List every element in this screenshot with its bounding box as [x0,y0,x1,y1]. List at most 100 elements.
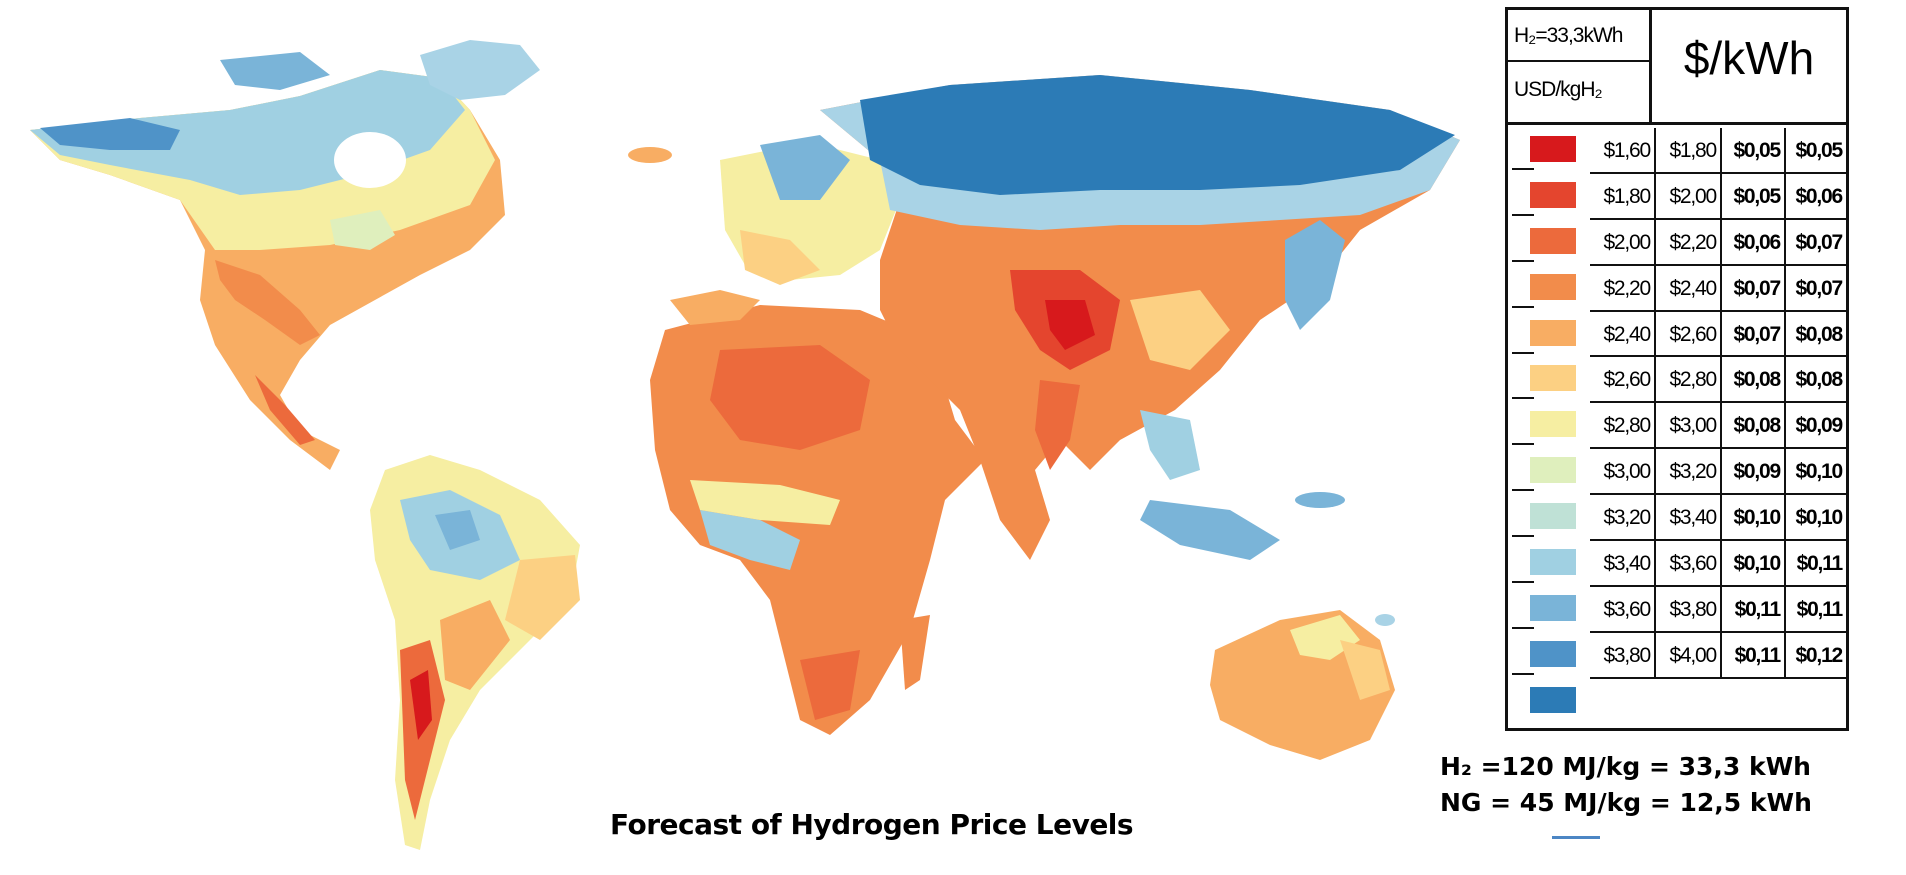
legend-row: $2,20 $2,40 $0,07 $0,07 [1508,265,1846,312]
legend-row [1508,679,1846,725]
legend-usd-from: $1,60 [1590,128,1656,174]
legend-kwh-from: $0,11 [1722,632,1786,679]
north-america-region [30,70,505,470]
legend-row: $1,80 $2,00 $0,05 $0,06 [1508,173,1846,220]
legend-usd-from: $1,80 [1590,173,1656,220]
legend-kwh-to: $0,05 [1786,128,1846,174]
legend-usd-to: $1,80 [1656,128,1722,174]
legend-tick [1512,672,1534,675]
europe-region [670,135,900,325]
legend-usd-from: $3,00 [1590,449,1656,496]
legend-header: H₂=33,3kWh USD/kgH₂ $/kWh [1508,10,1846,125]
legend-swatch [1530,365,1576,392]
legend-kwh-to: $0,12 [1786,633,1846,679]
legend-usd-from: $2,80 [1590,403,1656,450]
legend-usd-to: $3,00 [1656,403,1722,450]
legend-usd-to: $3,60 [1656,541,1722,587]
legend-row: $2,60 $2,80 $0,08 $0,08 [1508,357,1846,404]
legend-swatch [1530,319,1576,346]
legend-swatch [1530,503,1576,530]
legend-tick [1512,443,1534,446]
legend-usd-from: $2,20 [1590,265,1656,312]
legend-kwh-from: $0,07 [1722,265,1786,312]
legend-usd-from: $3,40 [1590,541,1656,587]
legend-tick [1512,397,1534,400]
legend-usd-from: $3,80 [1590,632,1656,679]
legend-kwh-from: $0,05 [1722,128,1786,174]
legend-tick [1512,489,1534,492]
legend-usd-to: $4,00 [1656,632,1722,679]
legend-row: $2,00 $2,20 $0,06 $0,07 [1508,219,1846,266]
legend-row: $3,60 $3,80 $0,11 $0,11 [1508,586,1846,633]
legend-usd-from: $3,20 [1590,495,1656,542]
legend-kwh-to: $0,08 [1786,357,1846,404]
legend-swatch [1530,549,1576,576]
ng-conversion-note: NG = 45 MJ/kg = 12,5 kWh [1440,788,1812,817]
legend-tick [1512,259,1534,262]
asia-region [820,75,1460,560]
h2-conversion-note: H₂ =120 MJ/kg = 33,3 kWh [1440,752,1811,781]
legend-swatch [1530,181,1576,208]
legend-usd-to: $2,00 [1656,173,1722,220]
south-america-region [370,455,580,850]
legend-conversion-box: H₂=33,3kWh USD/kgH₂ [1508,10,1652,122]
legend-usd-to: $3,20 [1656,449,1722,496]
greenland-region [220,40,540,100]
legend-row: $3,00 $3,20 $0,09 $0,10 [1508,449,1846,496]
legend-usd-to: $2,80 [1656,357,1722,404]
legend-usd-to: $2,20 [1656,219,1722,266]
legend-tick [1512,213,1534,216]
legend-kwh-from: $0,07 [1722,311,1786,358]
legend-kwh-to: $0,11 [1786,541,1846,587]
legend-swatch [1530,411,1576,438]
legend-kwh-to: $0,11 [1786,587,1846,633]
decorative-underline [1552,836,1600,839]
legend-swatch [1530,273,1576,300]
legend-usd-from: $3,60 [1590,586,1656,633]
legend-row: $2,40 $2,60 $0,07 $0,08 [1508,311,1846,358]
legend-kwh-from: $0,10 [1722,495,1786,542]
legend-tick [1512,351,1534,354]
legend-h2-energy: H₂=33,3kWh [1508,10,1649,62]
hydrogen-price-world-map [30,40,1460,850]
legend-kwh-from: $0,09 [1722,449,1786,496]
legend-kwh-from: $0,06 [1722,219,1786,266]
legend-usd-unit: USD/kgH₂ [1514,78,1603,101]
legend-tick [1512,305,1534,308]
legend-row: $3,80 $4,00 $0,11 $0,12 [1508,632,1846,679]
legend-kwh-from: $0,10 [1722,541,1786,587]
legend-row: $2,80 $3,00 $0,08 $0,09 [1508,403,1846,450]
legend-kwh-unit: $/kWh [1683,32,1815,84]
legend-kwh-to: $0,10 [1786,449,1846,496]
legend-usd-to: $3,80 [1656,586,1722,633]
legend-rows: $1,60 $1,80 $0,05 $0,05 $1,80 $2,00 $0,05 $0,06… [1508,128,1846,725]
legend-kwh-to: $0,07 [1786,266,1846,312]
legend-usd-to: $2,60 [1656,311,1722,358]
legend-swatch [1530,640,1576,667]
legend-kwh-to: $0,08 [1786,312,1846,358]
legend-usd-from: $2,00 [1590,219,1656,266]
legend-kwh-from: $0,11 [1722,586,1786,633]
legend-kwh-from: $0,08 [1722,357,1786,404]
figure-caption: Forecast of Hydrogen Price Levels [610,808,1134,841]
legend-swatch [1530,457,1576,484]
legend-tick [1512,626,1534,629]
legend-swatch [1530,594,1576,621]
legend-usd-from: $2,40 [1590,311,1656,358]
australia-region [1210,610,1395,760]
legend-kwh-to: $0,09 [1786,403,1846,450]
legend-kwh-to: $0,07 [1786,220,1846,266]
legend-tick [1512,581,1534,584]
legend-tick [1512,535,1534,538]
legend-swatch [1530,136,1576,162]
legend-tick [1512,168,1534,170]
legend-usd-from: $2,60 [1590,357,1656,404]
legend-swatch [1530,227,1576,254]
legend-row: $1,60 $1,80 $0,05 $0,05 [1508,128,1846,174]
legend-row: $3,40 $3,60 $0,10 $0,11 [1508,541,1846,587]
africa-region [650,305,985,735]
legend-swatch [1530,686,1576,713]
island-regions [628,147,1395,626]
legend-usd-to: $3,40 [1656,495,1722,542]
price-legend-table: H₂=33,3kWh USD/kgH₂ $/kWh $1,60 $1,80 $0,0… [1505,7,1849,731]
